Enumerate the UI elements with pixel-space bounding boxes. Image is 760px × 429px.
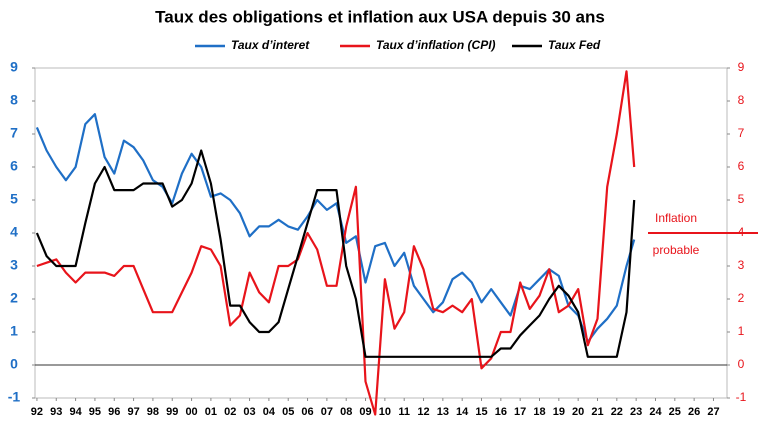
legend-label: Taux d’interet: [231, 38, 310, 52]
chart-title: Taux des obligations et inflation aux US…: [155, 7, 605, 26]
y-tick-label: 7: [10, 125, 18, 141]
y2-tick-label: 5: [738, 192, 745, 206]
x-tick-label: 19: [553, 406, 565, 418]
x-tick-label: 15: [475, 406, 487, 418]
x-tick-label: 07: [321, 406, 333, 418]
annotation-text: probable: [653, 243, 700, 257]
x-tick-label: 98: [147, 406, 159, 418]
x-tick-label: 23: [630, 406, 642, 418]
y2-tick-label: 3: [738, 258, 745, 272]
y2-tick-label: 8: [738, 93, 745, 107]
y-tick-label: 2: [10, 290, 18, 306]
x-tick-label: 20: [572, 406, 584, 418]
x-tick-label: 17: [514, 406, 526, 418]
x-tick-label: 24: [649, 406, 662, 418]
y-tick-label: -1: [8, 389, 21, 405]
x-tick-label: 26: [688, 406, 700, 418]
x-tick-label: 96: [108, 406, 120, 418]
y2-tick-label: 7: [738, 126, 745, 140]
y-tick-label: 9: [10, 59, 18, 75]
y-tick-label: 3: [10, 257, 18, 273]
y2-tick-label: 2: [738, 291, 745, 305]
x-tick-label: 08: [340, 406, 352, 418]
series-line: [35, 113, 636, 343]
annotation-text: Inflation: [655, 211, 697, 225]
legend-label: Taux Fed: [548, 38, 601, 52]
y2-tick-label: 6: [738, 159, 745, 173]
x-tick-label: 99: [166, 406, 178, 418]
x-tick-label: 18: [533, 406, 545, 418]
x-tick-label: 21: [591, 406, 603, 418]
x-tick-label: 05: [282, 406, 294, 418]
x-tick-label: 92: [31, 406, 43, 418]
x-tick-label: 13: [437, 406, 449, 418]
y2-tick-label: 9: [738, 60, 745, 74]
legend-label: Taux d’inflation (CPI): [376, 38, 496, 52]
x-tick-label: 02: [224, 406, 236, 418]
x-tick-label: 01: [205, 406, 217, 418]
y-tick-label: 5: [10, 191, 18, 207]
x-tick-label: 93: [50, 406, 62, 418]
x-tick-label: 14: [456, 406, 469, 418]
x-tick-label: 03: [243, 406, 255, 418]
x-tick-label: 22: [611, 406, 623, 418]
x-tick-label: 10: [379, 406, 391, 418]
x-tick-label: 95: [89, 406, 101, 418]
y-tick-label: 6: [10, 158, 18, 174]
series-line: [36, 70, 636, 416]
x-tick-label: 94: [69, 406, 82, 418]
x-tick-label: 97: [127, 406, 139, 418]
x-tick-label: 09: [359, 406, 371, 418]
x-tick-label: 12: [417, 406, 429, 418]
y2-tick-label: 1: [738, 324, 745, 338]
x-tick-label: 04: [263, 406, 276, 418]
x-tick-label: 27: [707, 406, 719, 418]
x-tick-label: 00: [185, 406, 197, 418]
y2-tick-label: -1: [736, 390, 747, 404]
y-tick-label: 1: [10, 323, 18, 339]
x-tick-label: 11: [398, 406, 410, 418]
y-tick-label: 8: [10, 92, 18, 108]
y-tick-label: 0: [10, 356, 18, 372]
series-line: [35, 149, 636, 358]
x-tick-label: 16: [495, 406, 507, 418]
y-tick-label: 4: [10, 224, 18, 240]
y2-tick-label: 0: [738, 357, 745, 371]
x-tick-label: 25: [669, 406, 681, 418]
x-tick-label: 06: [301, 406, 313, 418]
